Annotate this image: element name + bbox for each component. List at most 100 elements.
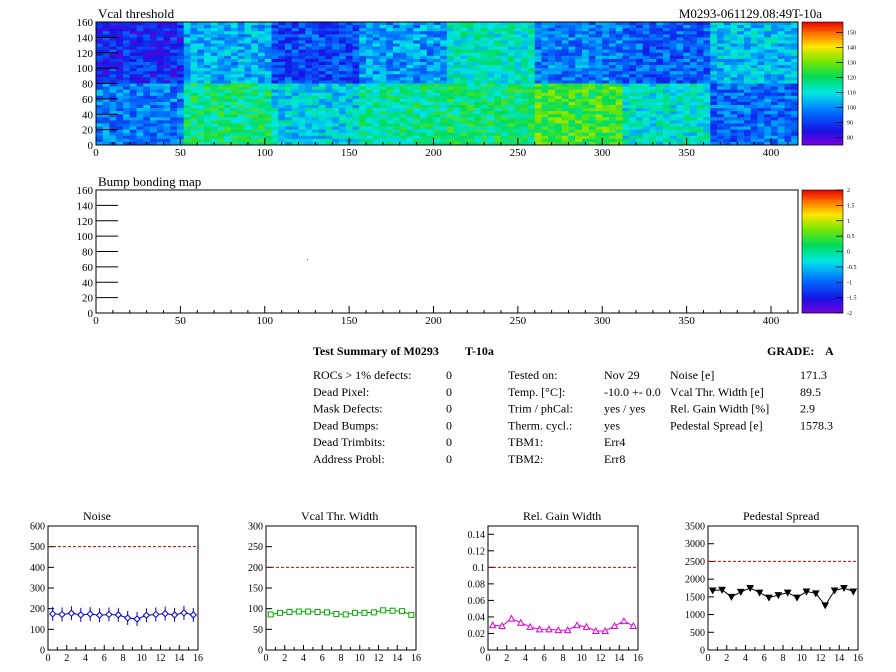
heatmap-cell xyxy=(318,80,326,84)
heatmap-cell xyxy=(251,126,259,130)
heatmap-cell xyxy=(156,71,164,75)
heatmap-cell xyxy=(231,138,239,143)
heatmap-cell xyxy=(210,105,218,109)
heatmap-cell xyxy=(413,71,421,75)
heatmap-cell xyxy=(224,49,232,54)
heatmap-cell xyxy=(278,40,286,44)
heatmap-cell xyxy=(372,132,380,137)
heatmap-cell xyxy=(730,101,738,106)
heatmap-cell xyxy=(494,71,502,75)
heatmap-cell xyxy=(237,25,245,29)
heatmap-cell xyxy=(183,71,191,75)
data-point xyxy=(535,625,544,633)
heatmap-cell xyxy=(683,34,691,38)
y-tick-label: 0 xyxy=(88,140,94,152)
heatmap-cell xyxy=(264,34,272,38)
heatmap-cell xyxy=(548,34,556,38)
heatmap-cell xyxy=(163,68,171,72)
heatmap-cell xyxy=(501,114,509,118)
heatmap-cell xyxy=(116,123,124,127)
heatmap-cell xyxy=(710,95,718,100)
heatmap-cell xyxy=(636,65,644,69)
heatmap-cell xyxy=(366,108,374,112)
heatmap-cell xyxy=(366,95,374,100)
heatmap-cell xyxy=(332,105,340,109)
heatmap-cell xyxy=(561,132,569,137)
heatmap-cell xyxy=(420,31,428,35)
heatmap-cell xyxy=(703,77,711,81)
heatmap-cell xyxy=(339,95,347,100)
heatmap-cell xyxy=(757,77,765,81)
heatmap-cell xyxy=(305,129,313,134)
heatmap-cell xyxy=(210,120,218,124)
heatmap-cell xyxy=(474,138,482,143)
heatmap-cell xyxy=(703,123,711,127)
heatmap-cell xyxy=(339,98,347,103)
heatmap-cell xyxy=(534,52,542,57)
heatmap-cell xyxy=(224,43,232,47)
heatmap-cell xyxy=(244,126,252,130)
heatmap-cell xyxy=(136,92,144,97)
heatmap-cell xyxy=(534,95,542,100)
heatmap-cell xyxy=(204,52,212,57)
heatmap-cell xyxy=(96,80,104,84)
heatmap-cell xyxy=(717,65,725,69)
heatmap-cell xyxy=(163,34,171,38)
heatmap-cell xyxy=(737,28,745,32)
heatmap-cell xyxy=(723,92,731,97)
heatmap-cell xyxy=(244,31,252,35)
heatmap-cell xyxy=(460,22,468,26)
heatmap-cell xyxy=(366,31,374,35)
heatmap-cell xyxy=(757,22,765,26)
heatmap-cell xyxy=(406,111,414,115)
heatmap-cell xyxy=(258,141,266,146)
heatmap-cell xyxy=(345,101,353,106)
heatmap-cell xyxy=(501,58,509,63)
heatmap-cell xyxy=(771,98,779,103)
heatmap-cell xyxy=(325,132,333,137)
heatmap-cell xyxy=(136,22,144,26)
heatmap-cell xyxy=(406,43,414,47)
heatmap-cell xyxy=(96,129,104,134)
heatmap-cell xyxy=(325,95,333,100)
heatmap-cell xyxy=(696,80,704,84)
heatmap-cell xyxy=(683,58,691,63)
heatmap-cell xyxy=(433,77,441,81)
heatmap-cell xyxy=(109,74,117,78)
heatmap-cell xyxy=(669,89,677,94)
heatmap-cell xyxy=(372,31,380,35)
heatmap-cell xyxy=(750,86,758,90)
heatmap-cell xyxy=(676,86,684,90)
heatmap-cell xyxy=(332,95,340,100)
colorbar-segment xyxy=(802,256,843,260)
heatmap-cell xyxy=(575,89,583,94)
heatmap-cell xyxy=(609,46,617,50)
heatmap-cell xyxy=(690,83,698,87)
heatmap-cell xyxy=(102,132,110,137)
heatmap-cell xyxy=(669,120,677,124)
heatmap-cell xyxy=(406,37,414,41)
colorbar-segment xyxy=(802,132,843,136)
heatmap-cell xyxy=(764,61,772,66)
heatmap-cell xyxy=(393,77,401,81)
heatmap-cell xyxy=(541,123,549,127)
heatmap-cell xyxy=(737,129,745,134)
heatmap-cell xyxy=(467,65,475,69)
heatmap-cell xyxy=(555,61,563,66)
heatmap-cell xyxy=(136,126,144,130)
heatmap-cell xyxy=(345,71,353,75)
y-tick-label: 60 xyxy=(82,262,94,274)
heatmap-cell xyxy=(251,40,259,44)
heatmap-cell xyxy=(231,86,239,90)
heatmap-cell xyxy=(696,77,704,81)
heatmap-cell xyxy=(737,68,745,72)
heatmap-cell xyxy=(305,77,313,81)
heatmap-cell xyxy=(764,120,772,124)
heatmap-cell xyxy=(177,105,185,109)
heatmap-cell xyxy=(366,43,374,47)
heatmap-cell xyxy=(183,49,191,54)
heatmap-cell xyxy=(649,126,657,130)
heatmap-cell xyxy=(777,111,785,115)
heatmap-cell xyxy=(386,46,394,50)
heatmap-cell xyxy=(588,46,596,50)
